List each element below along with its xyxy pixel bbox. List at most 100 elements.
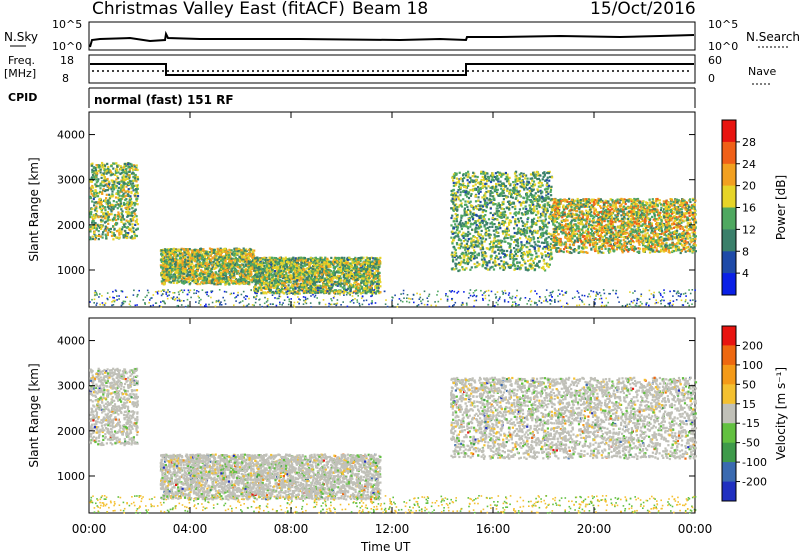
echo-cell: [260, 289, 263, 292]
echo-cell: [267, 276, 270, 279]
echo-cell: [507, 264, 510, 267]
echo-cell: [122, 194, 125, 197]
echo-cell: [228, 266, 231, 269]
echo-cell: [328, 269, 332, 272]
echo-cell: [129, 180, 132, 183]
echo-cell: [200, 269, 203, 272]
echo-cell: [214, 275, 217, 278]
echo-cell: [284, 267, 287, 270]
echo-cell: [266, 277, 269, 280]
echo-cell: [107, 215, 110, 218]
echo-cell: [195, 274, 198, 278]
echo-cell: [545, 194, 548, 197]
echo-cell: [337, 269, 340, 272]
echo-cell: [253, 269, 256, 272]
echo-cell: [106, 177, 109, 181]
echo-cell: [109, 218, 112, 222]
echo-cell: [372, 277, 375, 280]
cpid-label: CPID: [8, 91, 37, 104]
echo-cell: [355, 277, 358, 280]
echo-cell: [368, 269, 371, 272]
echo-cell: [107, 165, 110, 168]
echo-cell: [119, 188, 122, 191]
echo-cell: [504, 214, 507, 217]
echo-cell: [256, 273, 259, 276]
echo-cell: [359, 285, 362, 288]
echo-cell: [183, 261, 186, 264]
echo-cell: [315, 281, 318, 284]
echo-cell: [229, 261, 232, 264]
echo-cell: [279, 275, 282, 279]
echo-cell: [550, 256, 553, 259]
echo-cell: [200, 257, 203, 260]
echo-cell: [535, 222, 538, 225]
echo-cell: [102, 180, 105, 184]
echo-cell: [89, 190, 93, 193]
echo-cell: [534, 250, 537, 253]
echo-cell: [496, 263, 499, 266]
echo-cell: [356, 273, 359, 276]
echo-cell: [487, 218, 491, 221]
echo-cell: [370, 262, 374, 266]
echo-cell: [245, 253, 249, 256]
echo-cell: [183, 277, 186, 280]
echo-cell: [108, 213, 111, 216]
echo-cell: [261, 275, 264, 278]
echo-cell: [228, 252, 231, 255]
echo-cell: [245, 248, 248, 251]
echo-cell: [278, 291, 281, 295]
echo-cell: [466, 258, 469, 261]
echo-cell: [205, 254, 209, 257]
echo-cell: [251, 276, 254, 279]
echo-cell: [166, 262, 169, 265]
echo-cell: [371, 269, 374, 272]
echo-cell: [168, 260, 171, 263]
echo-cell: [130, 165, 133, 168]
echo-cell: [272, 278, 276, 281]
echo-cell: [515, 257, 518, 261]
echo-cell: [297, 285, 300, 288]
echo-cell: [313, 257, 316, 261]
echo-cell: [172, 278, 175, 281]
echo-cell: [114, 170, 117, 173]
echo-cell: [210, 274, 213, 277]
echo-cell: [134, 168, 137, 171]
echo-cell: [95, 178, 98, 181]
echo-cell: [134, 234, 137, 237]
echo-cell: [305, 273, 308, 276]
echo-cell: [369, 271, 372, 274]
echo-cell: [328, 271, 331, 274]
echo-cell: [227, 253, 230, 256]
echo-cell: [279, 282, 282, 285]
echo-cell: [374, 258, 377, 261]
echo-cell: [519, 217, 523, 220]
echo-cell: [99, 171, 102, 174]
echo-cell: [203, 251, 206, 254]
echo-cell: [362, 267, 365, 270]
echo-cell: [360, 281, 363, 284]
echo-cell: [472, 240, 475, 243]
echo-cell: [130, 201, 133, 204]
echo-cell: [112, 206, 115, 209]
echo-cell: [234, 267, 237, 270]
echo-cell: [127, 166, 130, 169]
echo-cell: [190, 257, 193, 260]
echo-cell: [171, 264, 174, 267]
echo-cell: [512, 202, 516, 205]
echo-cell: [165, 279, 168, 282]
echo-cell: [201, 265, 204, 268]
echo-cell: [296, 259, 299, 262]
echo-cell: [455, 195, 458, 198]
echo-cell: [125, 170, 128, 173]
echo-cell: [376, 275, 379, 278]
echo-cell: [275, 288, 278, 291]
echo-cell: [494, 172, 497, 175]
echo-cell: [135, 190, 138, 194]
echo-cell: [223, 256, 227, 259]
echo-cell: [359, 267, 362, 270]
echo-cell: [187, 261, 190, 264]
echo-cell: [163, 276, 166, 279]
echo-cell: [278, 274, 282, 277]
echo-cell: [480, 172, 483, 175]
echo-cell: [208, 247, 212, 250]
